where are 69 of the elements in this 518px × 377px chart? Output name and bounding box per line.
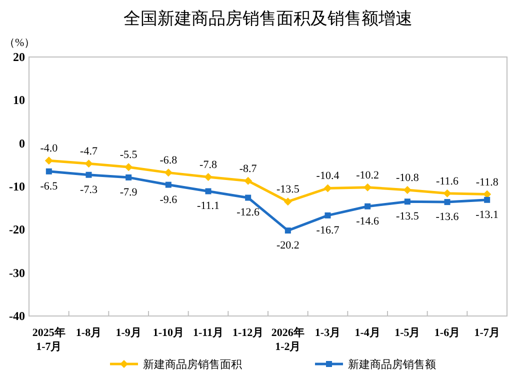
x-tick-label: 1-12月: [232, 327, 264, 339]
chart-title: 全国新建商品房销售面积及销售额增速: [124, 9, 412, 29]
data-label: -10.4: [316, 170, 340, 182]
x-tick-label: 2026年 1-2月: [271, 326, 304, 353]
data-label: -13.1: [476, 208, 499, 221]
data-label: -7.9: [120, 186, 138, 198]
point: [444, 199, 450, 206]
data-label: -11.1: [196, 200, 220, 212]
x-tick-label: 1-3月: [314, 327, 341, 339]
point: [244, 176, 252, 185]
legend-label: 新建商品房销售额: [348, 358, 436, 371]
data-label: -5.5: [120, 149, 138, 162]
point: [164, 168, 172, 177]
point: [46, 168, 52, 174]
data-label: -9.6: [160, 194, 178, 206]
data-label: -4.7: [80, 146, 98, 158]
x-tick-label: 1-4月: [354, 327, 380, 339]
y-tick-label: -40: [9, 309, 25, 323]
data-label: -13.6: [436, 211, 460, 224]
data-label: -7.3: [80, 184, 98, 196]
point: [165, 182, 172, 188]
data-label: -4.0: [40, 142, 58, 155]
data-label: -16.7: [316, 224, 340, 236]
point: [404, 198, 410, 205]
point: [84, 160, 93, 168]
data-label: -11.8: [476, 176, 499, 188]
y-tick-label: 10: [13, 93, 25, 108]
data-label: -20.2: [276, 240, 300, 252]
x-tick-label: 1-10月: [152, 327, 184, 339]
x-tick-label: 1-5月: [394, 327, 420, 339]
point: [204, 173, 212, 182]
point: [324, 212, 331, 218]
point: [443, 189, 452, 198]
point: [245, 194, 252, 201]
point: [484, 196, 490, 203]
point: [364, 183, 372, 192]
x-tick-label: 1-9月: [116, 327, 142, 339]
y-tick-label: 0: [19, 136, 25, 150]
point: [86, 172, 92, 178]
x-tick-label: 2025年 1-7月: [32, 326, 66, 353]
point: [364, 203, 371, 210]
data-label: -13.5: [396, 210, 420, 223]
x-tick-label: 1-6月: [434, 327, 460, 339]
y-tick-label: -20: [9, 222, 25, 237]
data-label: -7.8: [200, 159, 218, 172]
data-label: -8.7: [239, 162, 258, 175]
y-tick-label: 20: [13, 50, 25, 64]
data-label: -6.5: [40, 180, 58, 192]
x-tick-label: 1-7月: [474, 327, 500, 339]
data-label: -11.6: [436, 175, 459, 188]
point: [126, 174, 132, 180]
point: [205, 188, 212, 194]
data-label: -14.6: [356, 215, 380, 228]
point: [324, 184, 332, 192]
data-label: -13.5: [276, 184, 300, 196]
data-label: -10.2: [356, 169, 380, 182]
point: [284, 228, 291, 234]
y-tick-label: -10: [9, 180, 25, 194]
legend-label: 新建商品房销售面积: [143, 358, 242, 371]
x-tick-label: 1-11月: [192, 327, 224, 339]
y-axis-title: （%）: [4, 37, 36, 49]
y-tick-label: -30: [9, 266, 25, 280]
x-tick-label: 1-8月: [76, 327, 102, 339]
point: [284, 198, 292, 206]
data-label: -10.8: [396, 172, 420, 184]
data-label: -6.8: [160, 154, 178, 167]
point: [44, 156, 53, 165]
point: [124, 163, 133, 172]
data-label: -12.6: [236, 206, 260, 219]
